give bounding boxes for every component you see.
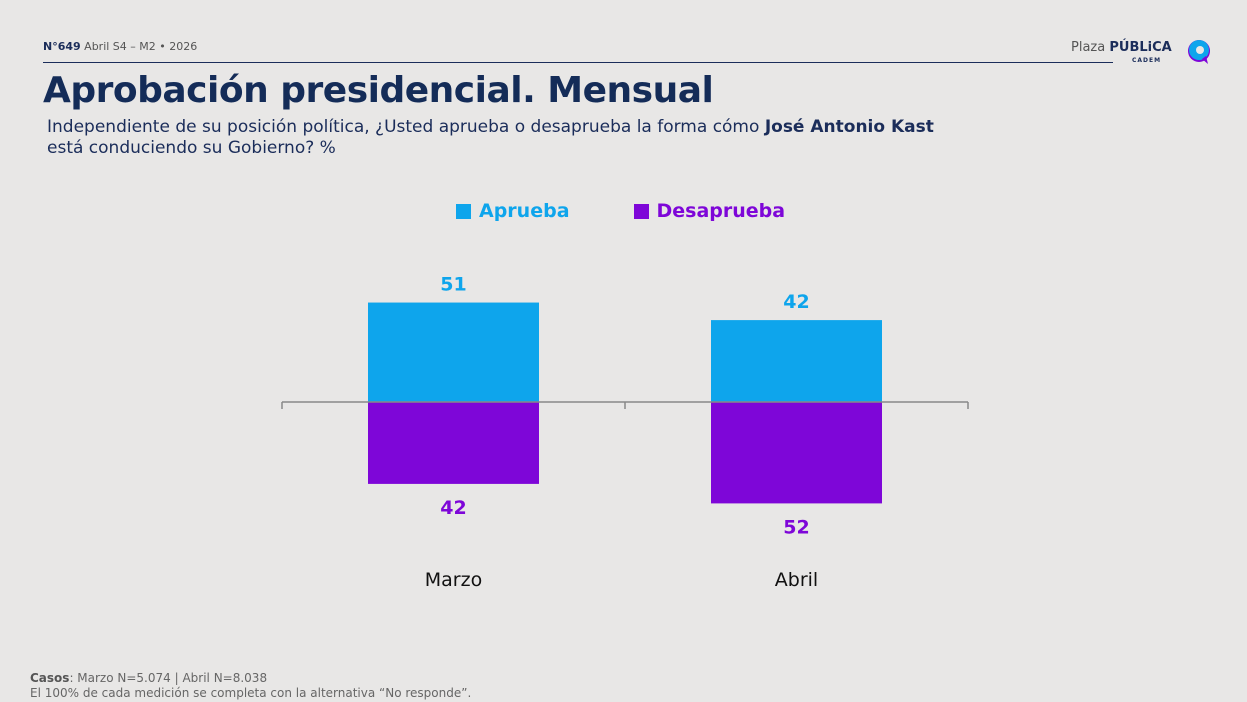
header-divider xyxy=(43,62,1113,63)
question-post: está conduciendo su Gobierno? % xyxy=(47,138,336,158)
footer-note: El 100% de cada medición se completa con… xyxy=(30,686,472,700)
casos-label: Casos xyxy=(30,671,70,685)
legend-label-desaprueba: Desaprueba xyxy=(656,200,786,222)
category-label: Marzo xyxy=(425,569,482,591)
question-name: José Antonio Kast xyxy=(764,117,934,137)
bar-aprueba xyxy=(368,302,539,402)
logo: Plaza PÚBLiCA xyxy=(1071,40,1172,55)
legend-swatch-aprueba xyxy=(456,203,471,219)
logo-bubble-icon xyxy=(1188,40,1210,64)
logo-plaza: Plaza xyxy=(1071,40,1106,55)
footer-casos: Casos: Marzo N=5.074 | Abril N=8.038 xyxy=(30,671,471,686)
legend-aprueba: Aprueba xyxy=(456,200,570,222)
edition-label: N°649 Abril S4 – M2 • 2026 xyxy=(43,40,197,53)
data-label-desaprueba: 52 xyxy=(783,516,809,538)
category-label: Abril xyxy=(775,569,818,591)
footer-notes: Casos: Marzo N=5.074 | Abril N=8.038 El … xyxy=(30,671,471,701)
question-pre: Independiente de su posición política, ¿… xyxy=(47,117,765,137)
legend-label-aprueba: Aprueba xyxy=(479,200,570,222)
legend-swatch-desaprueba xyxy=(633,203,649,219)
data-label-aprueba: 42 xyxy=(783,291,809,313)
page-title: Aprobación presidencial. Mensual xyxy=(43,70,714,111)
logo-publica: PÚBLiCA xyxy=(1109,40,1172,55)
logo-cadem: CADEM xyxy=(1132,57,1162,64)
chart-legend: Aprueba Desaprueba xyxy=(456,200,785,222)
data-label-desaprueba: 42 xyxy=(440,497,466,519)
bar-desaprueba xyxy=(368,402,539,484)
legend-desaprueba: Desaprueba xyxy=(633,200,786,222)
edition-detail: Abril S4 – M2 • 2026 xyxy=(84,40,198,53)
edition-number: N°649 xyxy=(43,40,81,53)
question-text: Independiente de su posición política, ¿… xyxy=(47,117,1047,159)
data-label-aprueba: 51 xyxy=(440,274,466,296)
casos-text: : Marzo N=5.074 | Abril N=8.038 xyxy=(69,671,268,685)
bar-desaprueba xyxy=(711,402,882,504)
bar-aprueba xyxy=(711,320,882,402)
